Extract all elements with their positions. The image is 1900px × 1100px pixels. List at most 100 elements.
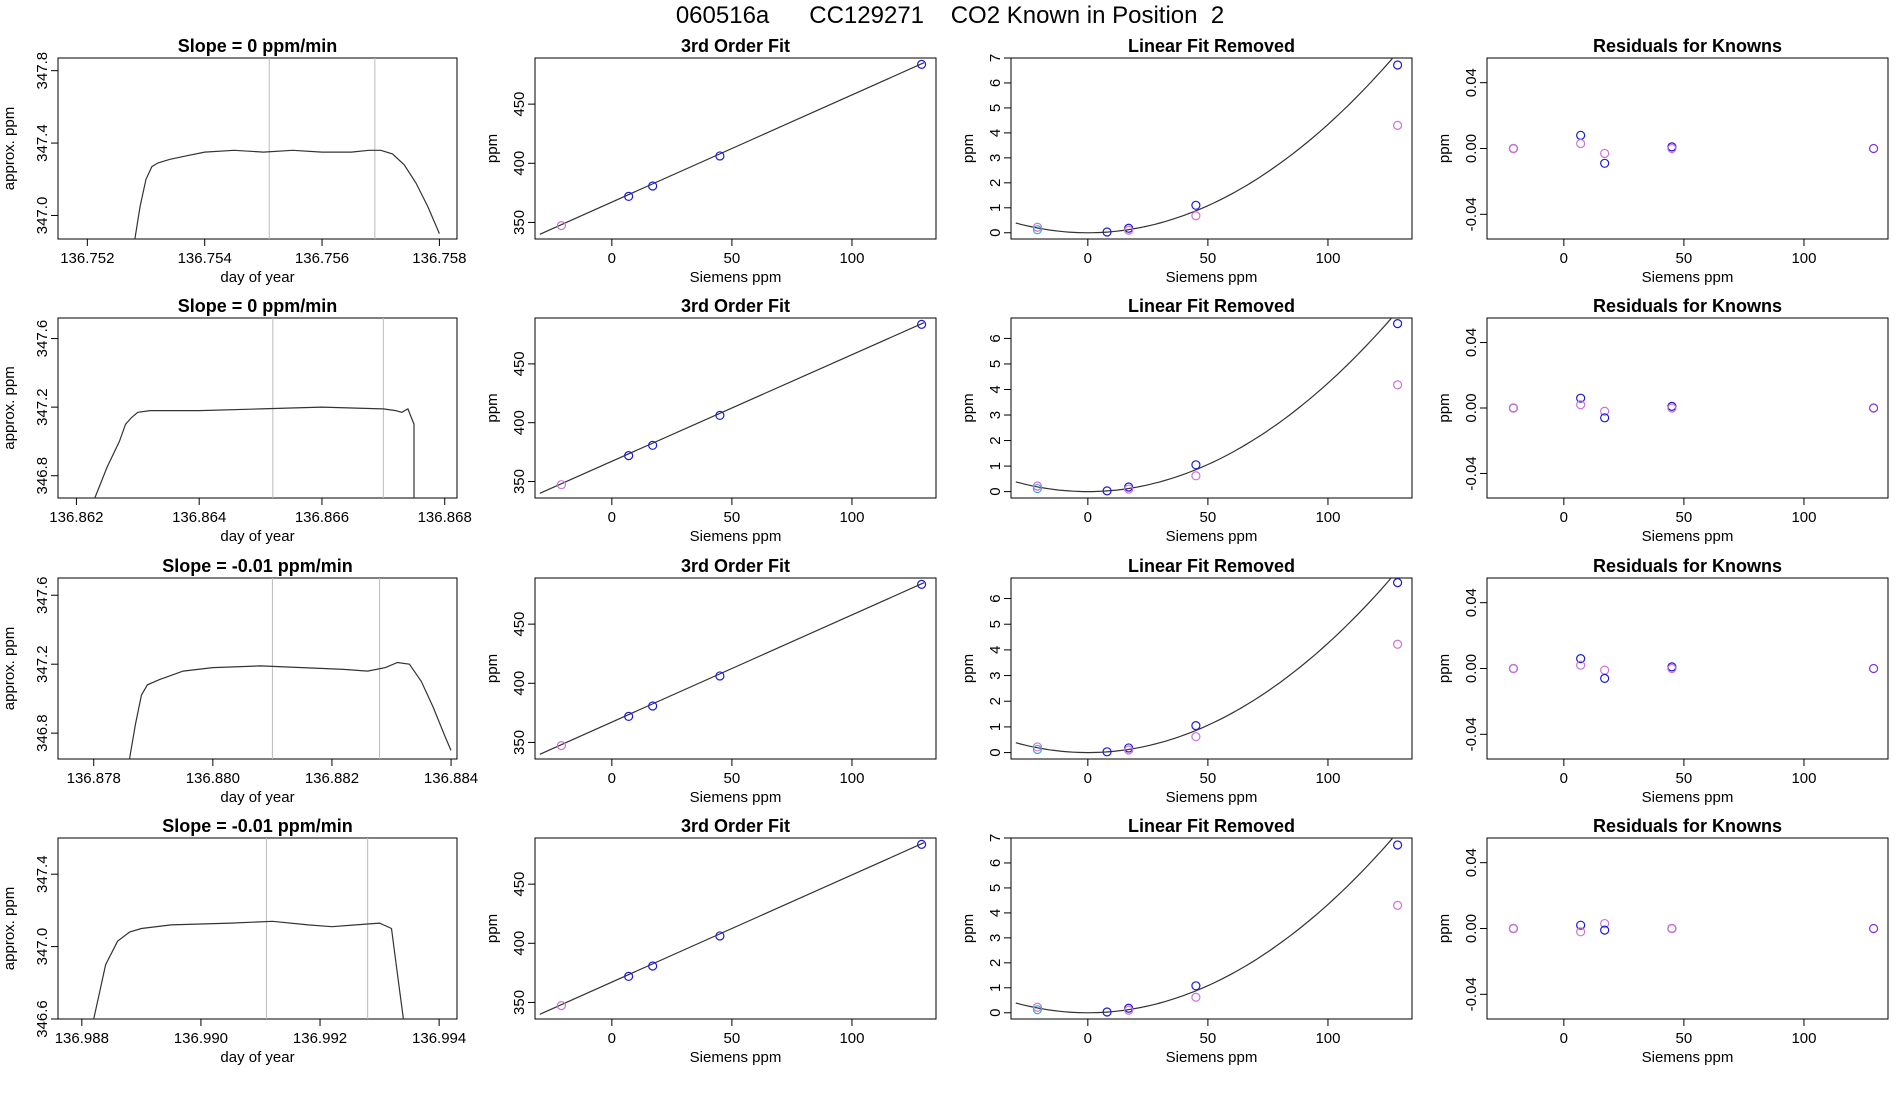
chart-r2-c1-ytick-label: 347.6 [34,320,51,358]
chart-r2-c2-xtick-label: 0 [608,509,616,526]
chart-r2-c2: 3rd Order Fit 0 50 100 350 400 450 Siemens ppm p… [484,296,937,545]
chart-r2-c4-ytick-label: -0.04 [1463,456,1480,490]
chart-r4-c4-xtick-label: 100 [1791,1030,1816,1047]
chart-r1-c1-plot-area [134,58,440,239]
chart-r4-c2: 3rd Order Fit 0 50 100 350 400 450 Siemens ppm p… [484,816,937,1066]
chart-r1-c2-xlabel: Siemens ppm [690,269,782,286]
chart-r1-c2-title: 3rd Order Fit [681,36,790,56]
chart-r1-c1-xtick-label: 136.752 [60,250,114,267]
chart-r1-c2-xtick-label: 100 [839,250,864,267]
chart-r1-c3-point [1191,200,1201,210]
chart-r2-c2-ylabel: ppm [484,393,501,422]
chart-r1-c2-ylabel: ppm [484,134,501,163]
chart-r4-c4-xtick-label: 50 [1676,1030,1693,1047]
chart-r2-c2-point [624,451,634,461]
chart-r3-c1-ytick-label: 347.2 [34,645,51,683]
chart-r3-c2-point [624,711,634,722]
chart-r4-c4-ytick-label: 0.04 [1463,848,1480,877]
chart-r3-c3-xtick-label: 100 [1315,770,1340,787]
chart-r4-c1-xlabel: day of year [220,1049,294,1066]
chart-r4-c4-point [1667,923,1677,934]
chart-r4-c4-point [1600,918,1610,929]
chart-r2-c3-xlabel: Siemens ppm [1166,528,1258,545]
chart-r2-c1-trace [94,406,415,498]
chart-r2-c3-ytick-label: 4 [987,385,1004,393]
chart-r4-c3-fit-curve [1015,838,1394,1014]
chart-r4-c4-title: Residuals for Knowns [1593,816,1782,836]
chart-r2-c4-point [1868,403,1879,413]
chart-r4-c3-point [1191,981,1201,991]
chart-r2-c4-title: Residuals for Knowns [1593,296,1782,316]
chart-r1-c3-frame [1010,57,1413,240]
chart-r4-c2-title: 3rd Order Fit [681,816,790,836]
chart-r1-c1-xtick-label: 136.758 [412,250,466,267]
chart-r4-c4-xlabel: Siemens ppm [1642,1049,1734,1066]
chart-r2-c3-ytick-label: 0 [987,487,1004,495]
chart-r2-c4-ytick-label: 0.00 [1463,393,1480,422]
chart-r3-c2-fit-line [539,582,925,755]
chart-r2-c3-frame [1010,317,1413,499]
chart-r4-c2-point [715,931,725,941]
chart-r2-c3-ylabel: ppm [960,393,977,422]
page-title: 060516a CC129271 CO2 Known in Position 2 [675,2,1225,29]
chart-r1-c3-point [1124,225,1134,235]
chart-r1-c1-xlabel: day of year [220,269,294,286]
chart-r1-c4-frame [1486,57,1889,240]
chart-r3-c3-ytick-label: 1 [987,723,1004,731]
chart-r4-c1-ytick-label: 347.0 [34,928,51,966]
chart-r2-c1-xtick-label: 136.864 [172,509,226,526]
chart-r3-c1-ytick-label: 346.8 [34,714,51,752]
chart-r3-c1-xtick-label: 136.880 [186,770,240,787]
chart-r4-c3: Linear Fit Removed 0 50 100 0 1 2 3 4 5 6 7 Siemens … [960,816,1413,1066]
chart-r4-c1-plot-area [93,838,404,1019]
chart-r1-c3-xlabel: Siemens ppm [1166,269,1258,286]
chart-r1-c1-ytick-label: 347.4 [34,124,51,162]
chart-r3-c4-ytick-label: 0.04 [1463,588,1480,617]
chart-r4-c2-ytick-label: 400 [511,931,528,956]
chart-r2-c1: Slope = 0 ppm/min 136.862 136.864 136.866 13… [1,296,472,545]
chart-r3-c4-point [1600,665,1610,675]
chart-r1-c3-xtick-label: 0 [1084,250,1092,267]
chart-r1-c2-point [624,191,634,202]
chart-r2-c2-point [916,319,927,329]
chart-r2-c4: Residuals for Knowns 0 50 100 -0.04 0.00 0.04 S… [1436,296,1889,545]
chart-r4-c2-fit-line [539,842,925,1015]
chart-r4-c2-point [624,971,634,982]
chart-r2-c3-ytick-label: 5 [987,360,1004,368]
chart-r3-c1-ylabel: approx. ppm [1,627,18,710]
chart-r4-c2-xtick-label: 0 [608,1030,616,1047]
chart-r4-c1: Slope = -0.01 ppm/min 136.988 136.990 136.9… [1,816,466,1066]
chart-r4-c4-ytick-label: 0.00 [1463,914,1480,943]
chart-r4-c3-point [1191,992,1201,1002]
chart-r1-c4-plot-area [1508,130,1879,168]
chart-r1-c2-point [916,59,927,69]
chart-r3-c2-point [916,579,927,589]
chart-r3-c1-xtick-label: 136.882 [305,770,359,787]
chart-r4-c2-frame [534,837,937,1020]
chart-r1-c4: Residuals for Knowns 0 50 100 -0.04 0.00 0.04 S… [1436,36,1889,286]
chart-r1-c1: Slope = 0 ppm/min 136.752 136.754 136.756 13… [1,36,467,286]
chart-r2-c1-plot-area [94,318,415,498]
chart-r1-c4-title: Residuals for Knowns [1593,36,1782,56]
chart-r1-c2-xtick-label: 50 [724,250,741,267]
chart-r1-c3-ytick-label: 0 [987,229,1004,237]
chart-r3-c3-ytick-label: 6 [987,594,1004,602]
chart-r4-c3-ytick-label: 7 [987,834,1004,842]
chart-r2-c4-point [1508,403,1519,413]
chart-r1-c4-ytick-label: 0.00 [1463,134,1480,163]
chart-r3-c3-fit-curve [1015,578,1392,754]
chart-r1-c4-point [1508,143,1519,154]
chart-r3-c3-xlabel: Siemens ppm [1166,789,1258,806]
chart-r4-c1-xtick-label: 136.994 [412,1030,466,1047]
chart-r2-c3-point [1392,319,1403,329]
chart-r3-c3-point [1392,639,1403,649]
chart-r3-c1-xtick-label: 136.878 [67,770,121,787]
chart-r3-c3-title: Linear Fit Removed [1128,556,1295,576]
chart-r1-c3-point [1392,120,1403,131]
chart-r3-c2-point [715,671,725,681]
chart-r4-c4-ylabel: ppm [1436,914,1453,943]
chart-r1-c3-xtick-label: 100 [1315,250,1340,267]
chart-r2-c2-xtick-label: 50 [724,509,741,526]
chart-r4-c4-point [1576,920,1586,930]
